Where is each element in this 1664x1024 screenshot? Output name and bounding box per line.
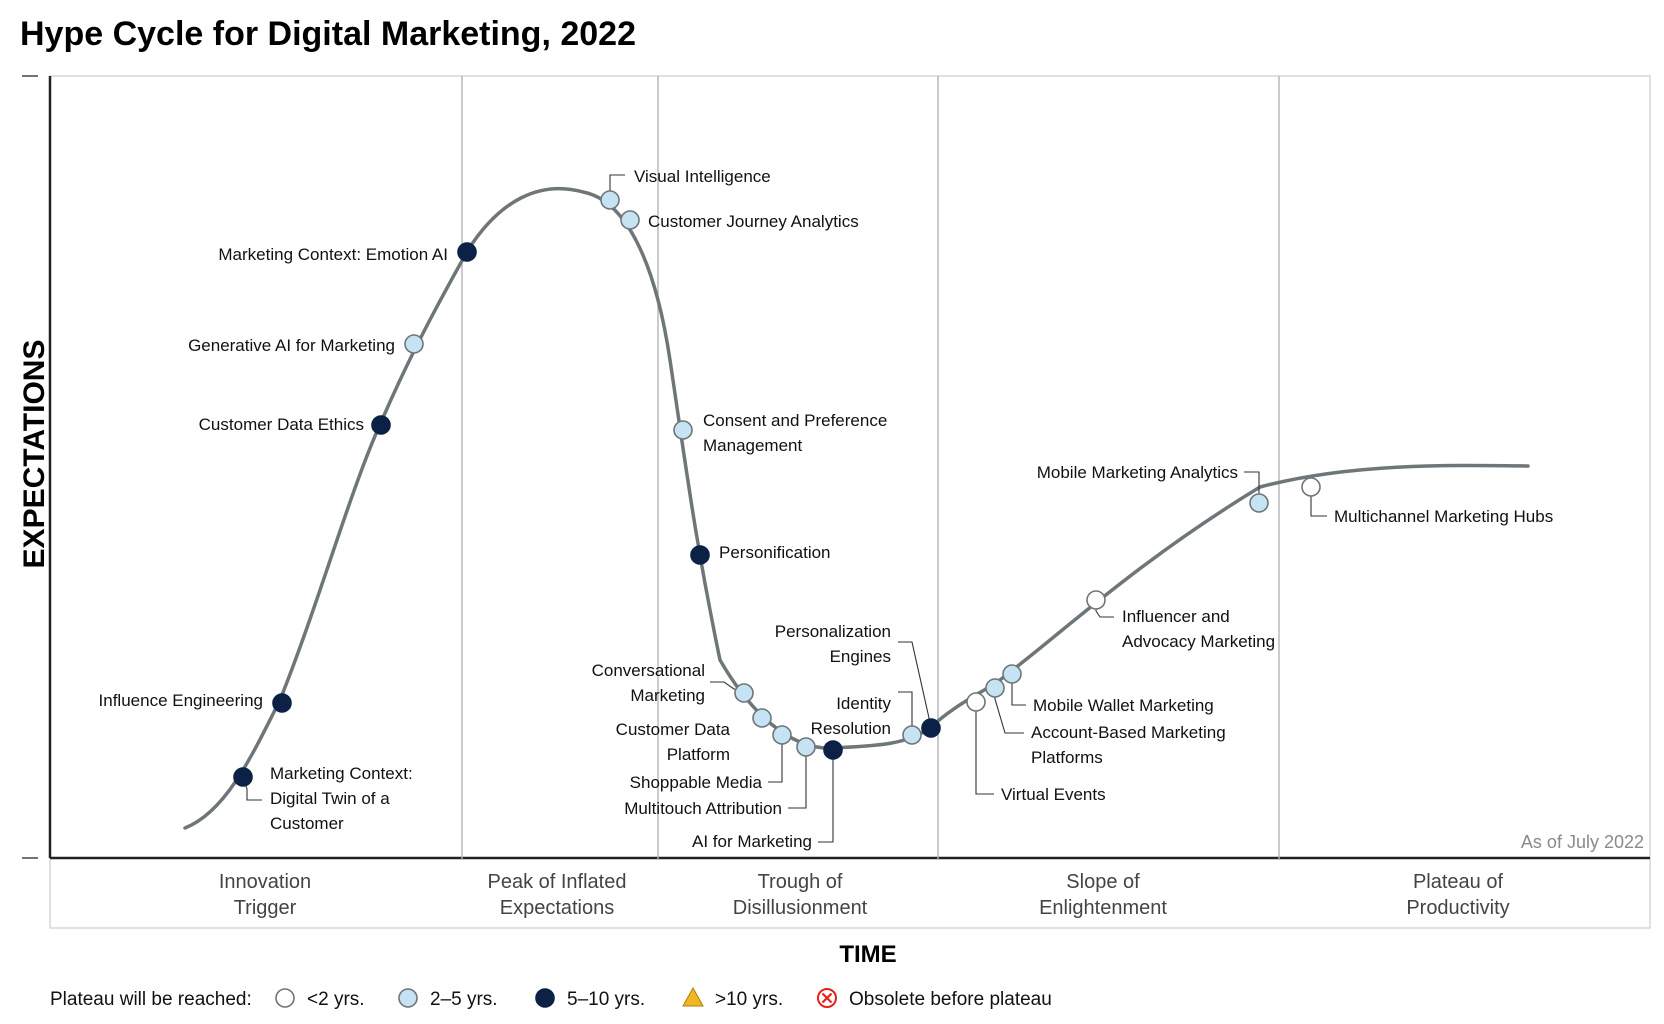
label-leader — [898, 641, 932, 729]
technology-marker[interactable] — [371, 415, 391, 435]
technology-marker[interactable] — [673, 420, 693, 440]
technology-marker[interactable] — [1002, 664, 1022, 684]
technology-marker[interactable] — [921, 718, 941, 738]
technology-label: Influencer and Advocacy Marketing — [1122, 607, 1275, 651]
technology-label: Influence Engineering — [99, 691, 263, 710]
label-leader — [975, 702, 994, 795]
y-axis-title: EXPECTATIONS — [18, 340, 51, 569]
technology-marker[interactable] — [985, 678, 1005, 698]
technology-label: Multichannel Marketing Hubs — [1334, 507, 1553, 526]
label-leader — [818, 750, 834, 843]
technology-marker[interactable] — [600, 190, 620, 210]
technology-label: AI for Marketing — [692, 832, 812, 851]
technology-label: Shoppable Media — [630, 773, 763, 792]
technology-label: Customer Data Ethics — [199, 415, 364, 434]
legend-label: 2–5 yrs. — [430, 989, 498, 1010]
technology-label: Personalization Engines — [775, 622, 891, 666]
legend-label: 5–10 yrs. — [567, 989, 645, 1010]
legend-symbol — [535, 988, 555, 1008]
technology-label: Mobile Marketing Analytics — [1037, 463, 1238, 482]
technology-marker[interactable] — [233, 767, 253, 787]
technology-markers — [233, 190, 1321, 787]
technology-marker[interactable] — [457, 242, 477, 262]
technology-marker[interactable] — [902, 725, 922, 745]
technology-marker[interactable] — [272, 693, 292, 713]
phase-label: Innovation Trigger — [219, 871, 311, 919]
plot-frame — [22, 75, 1651, 929]
technology-marker[interactable] — [690, 545, 710, 565]
technology-label: Marketing Context: Emotion AI — [218, 245, 448, 264]
phase-labels: Innovation Trigger Peak of Inflated Expecta… — [219, 871, 1510, 919]
technology-marker[interactable] — [752, 708, 772, 728]
as-of-note: As of July 2022 — [1521, 832, 1644, 852]
phase-dividers — [461, 76, 1280, 860]
legend-symbol — [275, 988, 295, 1008]
technology-marker[interactable] — [823, 740, 843, 760]
legend-symbol — [682, 986, 704, 1007]
legend-title: Plateau will be reached: — [50, 989, 252, 1010]
technology-label: Personification — [719, 543, 831, 562]
legend-label: Obsolete before plateau — [849, 989, 1052, 1010]
phase-label: Peak of Inflated Expectations — [488, 871, 627, 919]
legend-label: >10 yrs. — [715, 989, 783, 1010]
phase-label: Trough of Disillusionment — [733, 871, 868, 919]
technology-labels: Marketing Context: Digital Twin of a Custo… — [99, 167, 1554, 851]
technology-label: Account-Based Marketing Platforms — [1031, 723, 1226, 767]
technology-marker[interactable] — [966, 692, 986, 712]
legend-symbol — [398, 988, 418, 1008]
technology-marker[interactable] — [1249, 493, 1269, 513]
technology-label: Generative AI for Marketing — [188, 336, 395, 355]
technology-label: Virtual Events — [1001, 785, 1106, 804]
technology-label: Identity Resolution — [811, 694, 892, 738]
technology-label: Customer Journey Analytics — [648, 212, 859, 231]
technology-marker[interactable] — [404, 334, 424, 354]
technology-marker[interactable] — [1086, 590, 1106, 610]
technology-marker[interactable] — [1301, 477, 1321, 497]
technology-label: Multitouch Attribution — [624, 799, 782, 818]
phase-label: Slope of Enlightenment — [1039, 871, 1167, 919]
technology-label: Mobile Wallet Marketing — [1033, 696, 1214, 715]
chart-title: Hype Cycle for Digital Marketing, 2022 — [20, 15, 636, 53]
technology-label: Marketing Context: Digital Twin of a Custo… — [270, 764, 413, 833]
technology-marker[interactable] — [796, 737, 816, 757]
technology-label: Conversational Marketing — [592, 661, 705, 705]
legend-symbol-cross — [821, 992, 833, 1004]
x-axis-title: TIME — [839, 941, 896, 968]
legend: Plateau will be reached: <2 yrs. 2–5 yrs. 5… — [50, 986, 1052, 1010]
technology-marker[interactable] — [734, 683, 754, 703]
technology-label: Customer Data Platform — [616, 720, 731, 764]
technology-label: Visual Intelligence — [634, 167, 771, 186]
legend-label: <2 yrs. — [307, 989, 365, 1010]
technology-label: Consent and Preference Management — [703, 411, 887, 455]
technology-marker[interactable] — [620, 210, 640, 230]
technology-marker[interactable] — [772, 725, 792, 745]
phase-label: Plateau of Productivity — [1406, 871, 1509, 919]
